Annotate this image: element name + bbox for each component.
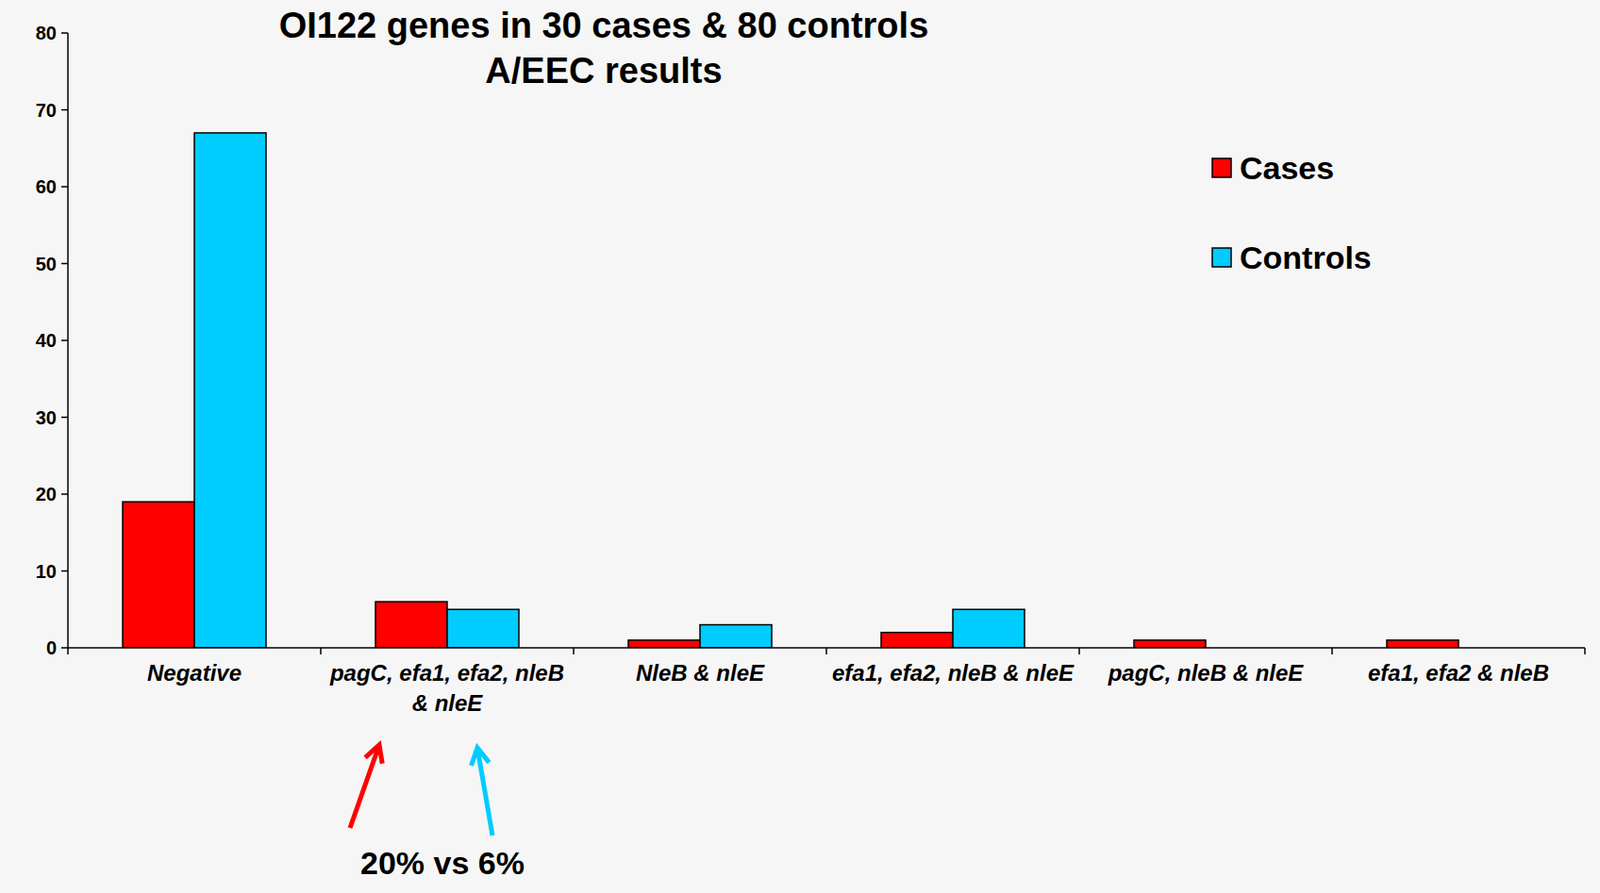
- y-tick: [61, 185, 68, 188]
- subtitle: A/EEC results: [484, 50, 722, 91]
- x-tick-label-line: NleB & nleE: [635, 660, 766, 686]
- background: [0, 0, 1600, 893]
- bar: [194, 133, 267, 649]
- y-axis: [66, 33, 69, 649]
- y-tick-label: 50: [35, 253, 57, 275]
- y-tick-label: 80: [35, 22, 57, 44]
- y-tick: [61, 339, 68, 342]
- x-divider: [1583, 648, 1586, 655]
- y-tick-label: 20: [35, 483, 57, 505]
- x-divider: [66, 648, 69, 655]
- x-tick-label: NleB & nleE: [635, 660, 766, 686]
- bars: [122, 133, 1459, 649]
- title: OI122 genes in 30 cases & 80 controls: [279, 5, 930, 46]
- y-tick-label: 0: [46, 637, 57, 659]
- y-tick-label: 40: [35, 330, 57, 351]
- y-tick: [61, 416, 68, 419]
- x-tick-label-line: pagC, nleB & nleE: [1107, 660, 1305, 686]
- y-tick-label: 10: [35, 561, 57, 583]
- x-tick-label: efa1, efa2, nleB & nleE: [832, 660, 1075, 686]
- x-tick-label-line: efa1, efa2 & nleB: [1367, 660, 1550, 686]
- y-tick-label: 30: [35, 407, 57, 429]
- bar: [628, 640, 700, 649]
- arrow-head: [471, 748, 490, 767]
- y-tick-label: 70: [35, 100, 57, 121]
- legend-swatch: [1212, 158, 1232, 178]
- bar: [375, 601, 448, 649]
- y-tick: [61, 109, 68, 112]
- x-divider: [1331, 648, 1334, 655]
- legend-label: Cases: [1239, 150, 1334, 186]
- x-tick-label: pagC, efa1, efa2, nleB & nleE: [329, 660, 565, 717]
- y-tick: [61, 493, 68, 496]
- y-tick: [61, 32, 68, 34]
- x-divider: [1078, 648, 1081, 655]
- x-tick-label-line: Negative: [147, 660, 242, 686]
- x-divider: [319, 648, 322, 655]
- y-tick-label: 60: [35, 176, 57, 198]
- bar: [952, 609, 1025, 649]
- bar: [1133, 640, 1206, 649]
- x-tick-label: Negative: [147, 660, 242, 686]
- y-tick: [61, 570, 68, 573]
- y-tick: [61, 647, 68, 650]
- x-tick-label-line: efa1, efa2, nleB & nleE: [832, 660, 1075, 686]
- legend-label: Controls: [1239, 239, 1372, 276]
- x-tick-label: efa1, efa2 & nleB: [1367, 660, 1550, 686]
- legend-swatch: [1212, 248, 1232, 267]
- x-tick-label-line: & nleE: [412, 690, 484, 717]
- x-tick-label: pagC, nleB & nleE: [1107, 660, 1305, 686]
- arrow-head: [365, 745, 383, 765]
- bar: [700, 625, 772, 649]
- bar: [881, 633, 953, 649]
- bar: [447, 609, 519, 649]
- x-tick-label-line: pagC, efa1, efa2, nleB: [329, 660, 565, 686]
- arrow: [350, 745, 380, 829]
- x-divider: [572, 648, 575, 655]
- bar: [122, 501, 195, 649]
- bar: [1386, 640, 1459, 649]
- chart: OI122 genes in 30 cases & 80 controlsA/E…: [0, 0, 1600, 893]
- annotation: 20% vs 6%: [360, 845, 525, 882]
- x-divider: [825, 648, 828, 655]
- y-tick: [61, 263, 68, 266]
